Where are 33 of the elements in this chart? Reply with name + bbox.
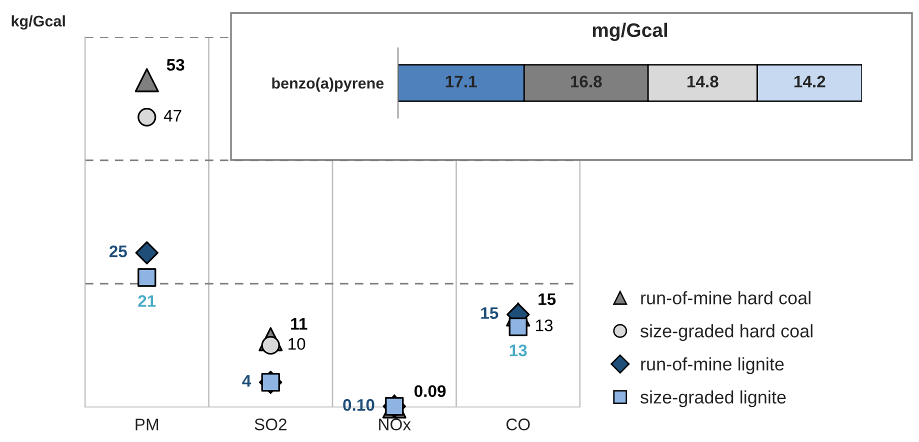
point xyxy=(134,68,159,92)
data-label: 16.8 xyxy=(570,76,602,88)
data-label: 25 xyxy=(109,246,127,258)
annotation: 13 xyxy=(536,320,553,332)
x-tick-label: CO xyxy=(506,418,530,430)
data-label: 53 xyxy=(166,58,184,71)
data-label: 15 xyxy=(538,293,556,306)
data-label: 11 xyxy=(291,318,308,330)
chart-title: mg/Gcal xyxy=(592,22,667,42)
x-tick-label: PM xyxy=(136,418,158,430)
data-label: 13 xyxy=(510,344,527,356)
point xyxy=(135,241,158,264)
data-label: 0.10 xyxy=(343,399,374,411)
x-tick-label: NOx xyxy=(379,418,411,430)
legend-label: size-graded hard coal xyxy=(640,324,812,342)
data-label: 10 xyxy=(288,338,306,350)
data-label: 14.8 xyxy=(687,76,718,88)
data-label: 0.09 xyxy=(414,385,446,398)
data-label: 14.2 xyxy=(794,76,826,88)
y-axis-title: kg/Gcal xyxy=(12,15,65,30)
point xyxy=(138,108,156,127)
data-label: 15 xyxy=(481,307,498,319)
point xyxy=(138,268,156,287)
data-label: 4 xyxy=(242,375,252,387)
data-label: 21 xyxy=(138,295,156,307)
x-tick-label: SO2 xyxy=(254,418,286,430)
y-tick-label: benzo(a)pyrene xyxy=(272,77,384,92)
legend-label: size-graded lignite xyxy=(640,390,786,408)
legend-label: run-of-mine lignite xyxy=(641,357,784,374)
point xyxy=(508,317,528,336)
data-label: 47 xyxy=(164,110,182,122)
data-label: 17.1 xyxy=(446,76,477,88)
legend-label: run-of-mine hard coal xyxy=(641,291,810,304)
